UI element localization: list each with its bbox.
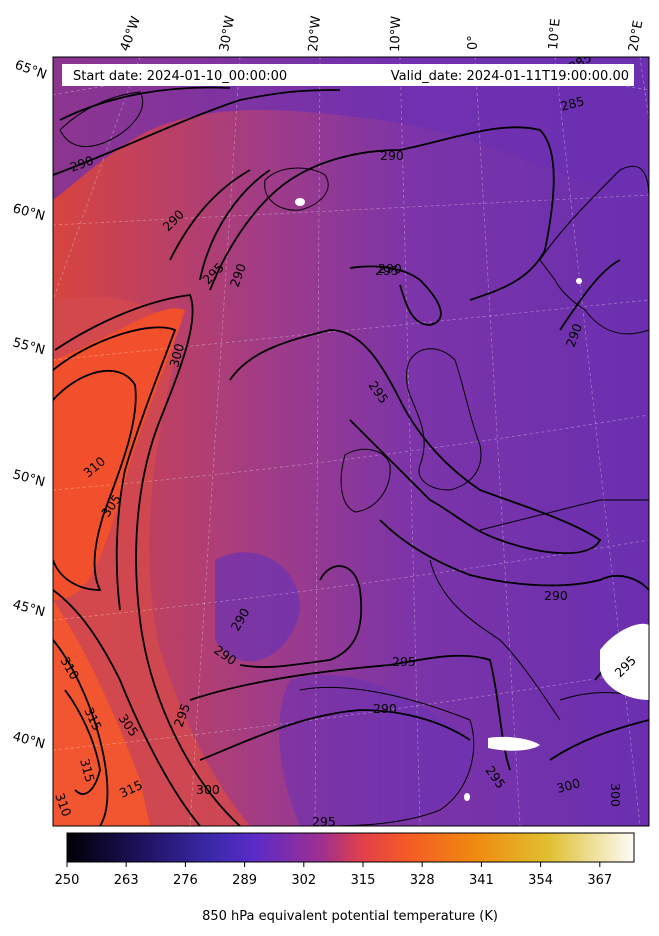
iberia-coast [299, 686, 475, 826]
contour-label: 290 [380, 148, 404, 163]
map-panel: 290 290 290 290 295 295 300 310 305 290 … [52, 57, 649, 829]
colorbar-ticks: 250 263 276 289 302 315 328 341 354 367 [55, 862, 612, 888]
lat-label: 50°N [11, 467, 47, 490]
contour-285-north [59, 86, 231, 121]
cold-region-north [53, 57, 649, 200]
contour-305 [53, 589, 201, 826]
contour-295-rockall [349, 265, 442, 326]
lat-label: 60°N [11, 201, 47, 224]
colorbar-tick-label: 367 [587, 873, 612, 888]
colorbar-tick-label: 276 [173, 873, 198, 888]
contour-290-south [199, 709, 471, 761]
lon-label: 30°W [217, 15, 238, 53]
contour-label: 290 [378, 261, 402, 276]
colorbar-tick-label: 289 [232, 873, 257, 888]
header-box [62, 64, 634, 86]
map-frame [52, 56, 650, 827]
colorbar-tick-label: 328 [410, 873, 435, 888]
colorbar-tick-label: 250 [55, 873, 80, 888]
masked-regions [295, 198, 649, 801]
contour-label: 290 [373, 701, 397, 716]
lon-label: 20°E [626, 19, 646, 52]
ireland-coast [340, 448, 391, 513]
colorbar-tick-label: 354 [528, 873, 553, 888]
contour-315 [64, 689, 101, 795]
contour-label: 290 [544, 588, 568, 603]
colorbar-label: 850 hPa equivalent potential temperature… [202, 909, 498, 924]
lon-label: 10°W [388, 16, 404, 53]
contour-label: 310 [52, 791, 74, 819]
contour-300 [54, 294, 241, 826]
contour-290-iceland [209, 126, 555, 301]
contour-290-west [169, 169, 251, 261]
colorbar-tick-label: 315 [351, 873, 376, 888]
colorbar-tick-label: 263 [114, 873, 139, 888]
contour-label: 300 [196, 782, 220, 797]
contour-295-west [199, 169, 271, 281]
warm-core-south [53, 600, 150, 826]
lon-label: 0° [466, 35, 481, 50]
contour-label: 295 [392, 654, 416, 669]
warm-core-north [53, 308, 185, 600]
contour-290-front [379, 519, 649, 591]
contour-295-biscay [239, 565, 363, 668]
contour-label: 295 [375, 263, 399, 278]
contour-lines [53, 86, 649, 826]
iceland-coast [264, 167, 329, 211]
lon-label: 10°E [546, 18, 564, 50]
contour-label: 315 [77, 757, 98, 784]
contour-310 [53, 369, 137, 591]
longitude-labels: 40°W 30°W 20°W 10°W 0° 10°E 20°E [118, 14, 647, 53]
contour-label: 300 [166, 342, 187, 369]
contour-label: 300 [555, 775, 582, 796]
cold-pool-west [215, 552, 300, 662]
contour-290-north [53, 89, 341, 176]
lon-label: 20°W [306, 15, 324, 52]
contour-310-south [53, 639, 109, 826]
start-date-text: Start date: 2024-01-10_00:00:00 [73, 69, 287, 84]
contour-290-scand [559, 259, 621, 331]
lat-label: 40°N [11, 729, 47, 752]
contour-label: 285 [559, 93, 586, 114]
lat-label: 65°N [13, 58, 49, 83]
valid-date-text: Valid_date: 2024-01-11T19:00:00.00 [391, 69, 629, 84]
contour-300-east [549, 719, 649, 761]
lat-label: 55°N [11, 335, 47, 358]
contour-label: 300 [608, 783, 623, 807]
lon-label: 40°W [118, 14, 144, 53]
contour-295-front [229, 329, 602, 555]
lat-label: 45°N [11, 597, 47, 620]
contour-295-south [189, 654, 511, 771]
latitude-labels: 65°N 60°N 55°N 50°N 45°N 40°N [11, 58, 49, 753]
great-britain-coast [406, 348, 482, 491]
cold-pool-iberia [279, 674, 472, 826]
colorbar-tick-label: 302 [291, 873, 316, 888]
colorbar-tick-label: 341 [469, 873, 494, 888]
contour-label: 295 [312, 814, 336, 829]
colorbar [66, 832, 635, 863]
contour-305-inner [53, 326, 177, 611]
